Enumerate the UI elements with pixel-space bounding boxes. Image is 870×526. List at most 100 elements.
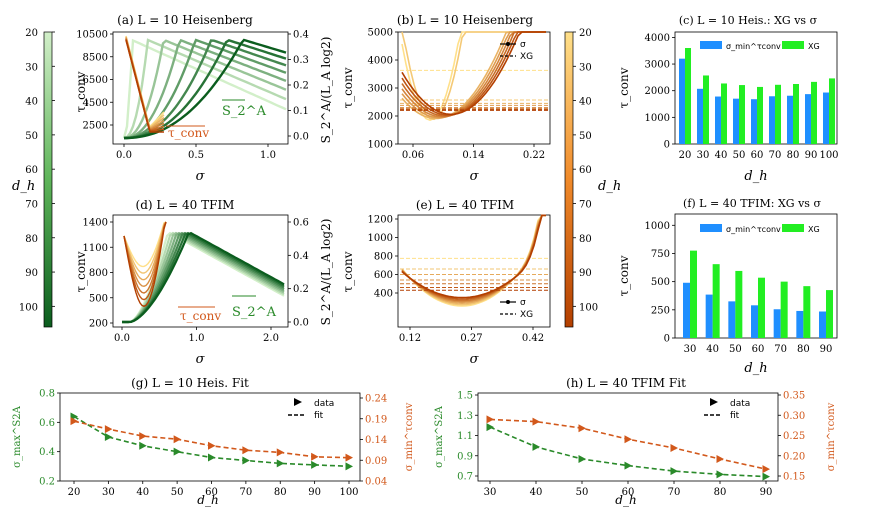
panel-c-xtick-label: 20 [679, 150, 692, 161]
svg-text:data: data [730, 399, 750, 409]
panel-d-frame [112, 214, 289, 328]
panel-h-data-marker [624, 435, 632, 444]
panel-h-data-marker [532, 442, 540, 451]
panel-f-bar-xg [826, 290, 833, 338]
panel-h-data-marker [624, 461, 632, 470]
panel-h-data-marker [762, 465, 770, 474]
panel-h-data-marker [716, 470, 724, 479]
panel-a-frame [112, 31, 289, 145]
panel-b-ytick-label: 5000 [368, 28, 393, 39]
panel-a-ytick-left-label: 6500 [83, 75, 108, 86]
panel-c-xtick-label: 90 [805, 150, 818, 161]
orange-colorbar-tick: 40 [579, 97, 592, 108]
panel-h-data-marker [532, 417, 540, 426]
panel-c-bar-sigma [697, 88, 703, 144]
panel-e-ytick-label: 400 [374, 289, 393, 300]
panel-c-ytick-label: 1000 [645, 113, 670, 124]
panel-d-entropy-curve [122, 231, 285, 324]
panel-d-tau-curve [123, 221, 167, 281]
panel-g-xtick-label: 100 [339, 487, 358, 498]
panel-g-data-marker [70, 417, 78, 426]
panel-f-bar-sigma [705, 294, 713, 338]
panel-h-xtick-label: 80 [714, 487, 727, 498]
panel-a-ytick-left-label: 10500 [76, 30, 108, 41]
panel-e-title: (e) L = 40 TFIM [416, 198, 514, 212]
panel-e: (e) L = 40 TFIM 0.12 0.27 0.42 400 600 800 100… [341, 198, 551, 367]
orange-colorbar-tick: 70 [579, 199, 592, 210]
green-colorbar-tick: 70 [25, 199, 38, 210]
panel-f-xtick-label: 30 [684, 344, 697, 355]
panel-h-xlabel: d_h [615, 493, 636, 507]
panel-a-ylabel-left: τ_conv [74, 71, 88, 112]
panel-e-frame [397, 214, 551, 328]
panel-g-ytick-right-label: 0.19 [365, 414, 387, 425]
green-colorbar-label: d_h [12, 179, 35, 194]
panel-d-tau-curve [123, 221, 167, 274]
panel-h-ytick-right-label: 0.20 [783, 451, 805, 462]
orange-colorbar-tick: 60 [579, 165, 592, 176]
green-colorbar-tick: 80 [25, 234, 38, 245]
green-colorbar-tick: 20 [25, 28, 38, 39]
green-colorbar-tick: 100 [19, 302, 38, 313]
panel-f-ytick-label: 250 [651, 305, 670, 316]
orange-colorbar-tick: 100 [579, 302, 598, 313]
panel-c-bar-sigma [715, 96, 721, 144]
panel-h-ytick-right-label: 0.25 [783, 431, 805, 442]
panel-c-ytick-label: 4000 [645, 33, 670, 44]
panel-h-data-marker [670, 467, 678, 476]
panel-g-xtick-label: 20 [68, 487, 81, 498]
panel-f-bar-xg [690, 250, 697, 338]
panel-f-xtick-label: 50 [729, 344, 742, 355]
panel-h-data-marker [578, 455, 586, 463]
panel-a-tau-curve [125, 39, 164, 133]
panel-c-bar-xg [757, 86, 763, 144]
panel-d-entropy-curve [122, 231, 285, 324]
panel-a-ytick-right-label: 0.1 [293, 106, 309, 117]
panel-d-ylabel-right: S_2^A/(L_A log2) [319, 219, 333, 326]
panel-d-ytick-right-label: 0.6 [293, 218, 309, 229]
panel-h-xtick-label: 60 [622, 487, 635, 498]
panel-a-xtick-label: 1.0 [260, 150, 276, 161]
panel-h: (h) L = 40 TFIM Fit 30 40 50 60 70 80 90 0.7 0.9… [434, 376, 837, 507]
panel-d-xtick-label: 1.0 [189, 333, 205, 344]
panel-b-ytick-label: 1000 [368, 140, 393, 151]
orange-colorbar-tick: 90 [579, 268, 592, 279]
panel-c-xtick-label: 40 [715, 150, 728, 161]
panel-e-ytick-label: 1200 [368, 215, 393, 226]
panel-b-legend: σ XG [500, 40, 533, 62]
panel-c-bar-sigma [733, 98, 739, 144]
panel-d-tau-curve [123, 221, 167, 308]
panel-d-ytick-left-label: 1100 [83, 243, 108, 254]
panel-f-bar-xg [780, 281, 788, 338]
panel-g-data-marker [345, 453, 353, 462]
panel-g-ytick-right-label: 0.04 [365, 477, 387, 488]
panel-g-data-marker [139, 432, 147, 441]
panel-c-bar-xg [811, 81, 817, 144]
panel-f-ytick-label: 500 [651, 277, 670, 288]
panel-g-ytick-left-label: 0.2 [39, 477, 55, 488]
panel-h-xtick-label: 50 [576, 487, 589, 498]
panel-c-bar-sigma [769, 96, 775, 144]
panel-c-ytick-label: 0 [664, 140, 670, 151]
panel-h-fit-line [489, 426, 767, 478]
panel-a-ytick-left-label: 4500 [83, 98, 108, 109]
panel-b-ylabel: τ_conv [341, 67, 355, 108]
panel-b-xlabel: σ [470, 169, 480, 184]
panel-h-ytick-left-label: 1.1 [457, 431, 473, 442]
panel-g-xlabel: d_h [197, 493, 218, 507]
panel-g-data-marker [311, 452, 319, 461]
green-colorbar-tick: 40 [25, 97, 38, 108]
panel-a-entropy-curve [124, 38, 287, 140]
panel-h-data-marker [486, 423, 494, 432]
panel-h-ytick-left-label: 0.7 [457, 472, 473, 483]
panel-h-ytick-right-label: 0.15 [783, 472, 805, 483]
panel-g: (g) L = 10 Heis. Fit 20 30 40 50 60 70 80 90 100… [12, 376, 415, 507]
svg-text:data: data [314, 399, 334, 409]
panel-e-tau-curve [401, 214, 546, 307]
panel-f-bar-xg [758, 277, 765, 338]
panel-c-bar-sigma [787, 95, 793, 144]
green-colorbar-tick: 30 [25, 62, 38, 73]
panel-f-bar-xg [735, 270, 743, 338]
panel-g-data-marker [104, 433, 113, 441]
panel-a-title: (a) L = 10 Heisenberg [117, 13, 253, 27]
